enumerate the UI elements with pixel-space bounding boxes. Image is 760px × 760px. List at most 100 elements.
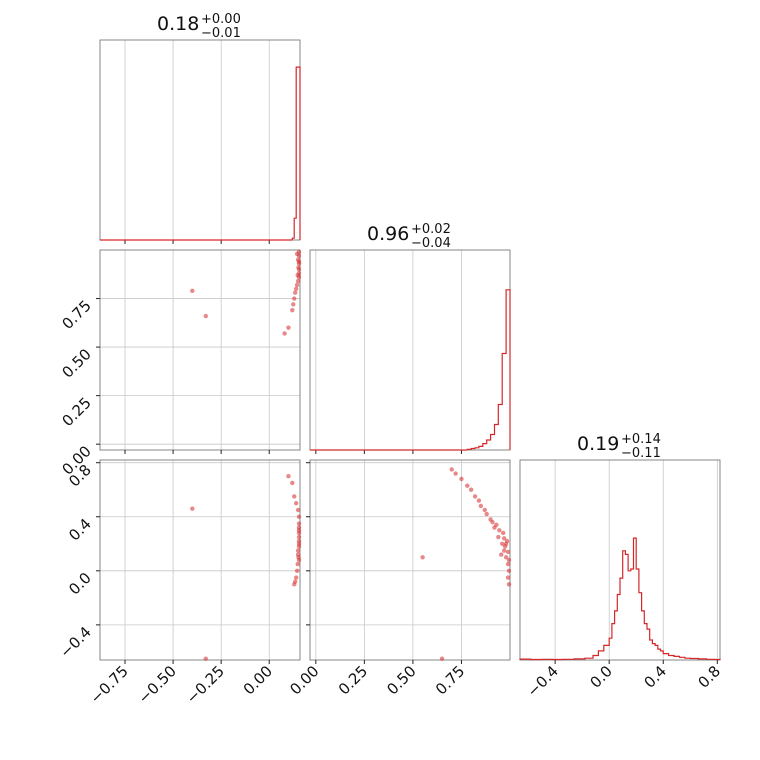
- scatter-2-1-point-29: [501, 536, 507, 541]
- scatter-2-1-point-26: [506, 557, 512, 563]
- scatter-1-0-point-15: [296, 259, 302, 264]
- scatter-2-0-point-23: [203, 656, 208, 661]
- scatter-1-0-point-16: [296, 265, 301, 270]
- xtick-label-param-1-3: 0.75: [432, 662, 468, 698]
- scatter-2-1-point-27: [505, 549, 511, 555]
- plot-layer: −0.75 −0.50 −0.25 0.00 0.00 0.25 0.50 0.75 −0.4 0…: [56, 39, 725, 707]
- scatter-2-1-point-13: [505, 575, 511, 580]
- scatter-2-1-point-24: [465, 483, 470, 488]
- scatter-2-0-point-22: [190, 506, 195, 511]
- xtick-label-param-2-3: 0.8: [695, 662, 725, 692]
- scatter-1-0-point-14: [296, 253, 302, 259]
- title-param-2-value: 0.19: [577, 433, 619, 455]
- ytick-label-param-2-2: 0.4: [65, 515, 95, 545]
- xtick-label-param-0-2: −0.25: [183, 662, 228, 707]
- scatter-2-1-point-20: [490, 519, 495, 525]
- scatter-2-1-point-12: [506, 568, 512, 574]
- scatter-2-1-point-11: [505, 561, 511, 567]
- xtick-label-param-0-1: −0.50: [135, 662, 180, 707]
- scatter-2-0-point-17: [296, 544, 302, 549]
- scatter-1-0-point-6: [295, 278, 301, 284]
- scatter-2-1-point-2: [468, 487, 474, 492]
- panel-2-1-frame: [309, 459, 511, 661]
- ytick-label-param-2-0: −0.4: [56, 623, 94, 661]
- scatter-2-1-point-23: [472, 494, 478, 499]
- title-param-2-lower: −0.11: [621, 446, 661, 461]
- scatter-2-1-point-1: [459, 476, 464, 482]
- scatter-1-0-point-12: [290, 307, 295, 313]
- scatter-2-1-point-31: [439, 656, 445, 661]
- panel-1-1-frame: [309, 249, 511, 451]
- scatter-2-1-point-0: [449, 467, 454, 472]
- scatter-2-0-point-0: [296, 514, 302, 519]
- hist-param-0: [291, 66, 301, 240]
- scatter-2-0-point-13: [292, 494, 297, 499]
- scatter-2-0-point-20: [296, 538, 302, 544]
- title-param-1-upper: +0.02: [411, 222, 451, 237]
- scatter-2-1-point-30: [420, 555, 425, 560]
- scatter-2-1-point-9: [501, 548, 507, 553]
- scatter-1-0-point-21: [282, 331, 287, 336]
- xtick-label-param-2-1: 0.0: [586, 662, 616, 692]
- scatter-2-1-point-3: [476, 498, 482, 503]
- scatter-2-1-point-22: [478, 503, 484, 509]
- scatter-2-0-point-8: [294, 568, 300, 574]
- scatter-2-0-point-7: [295, 561, 300, 567]
- scatter-2-1-point-28: [503, 541, 509, 546]
- ytick-label-param-1-1: 0.25: [58, 394, 94, 430]
- title-param-1-value: 0.96: [367, 223, 409, 245]
- scatter-2-0-point-19: [296, 525, 302, 530]
- scatter-1-0-point-20: [203, 313, 208, 319]
- scatter-2-0-point-24: [286, 474, 291, 479]
- title-layer: 0.18 +0.00 −0.01 0.96 +0.02 −0.04 0.19 +…: [157, 12, 661, 461]
- title-param-1-lower: −0.04: [411, 236, 451, 251]
- hist-param-2: [519, 537, 721, 661]
- panel-1-0-frame: [99, 249, 301, 451]
- title-param-0-value: 0.18: [157, 13, 199, 35]
- scatter-2-1-point-32: [506, 582, 512, 587]
- title-param-0-lower: −0.01: [201, 26, 241, 41]
- xtick-label-param-2-0: −0.4: [523, 662, 561, 700]
- scatter-1-0-point-18: [286, 325, 291, 330]
- panel-0-0-frame: [99, 39, 301, 241]
- scatter-2-1-point-16: [501, 530, 506, 536]
- scatter-1-0-point-17: [295, 273, 300, 278]
- xtick-label-param-1-0: 0.00: [286, 662, 322, 698]
- title-param-0-upper: +0.00: [201, 12, 241, 27]
- scatter-1-0-point-19: [190, 288, 195, 293]
- xtick-label-param-2-2: 0.4: [640, 662, 670, 692]
- scatter-2-1-point-21: [484, 511, 489, 517]
- hist-param-1: [466, 289, 511, 450]
- scatter-2-0-point-9: [293, 575, 299, 580]
- scatter-2-0-point-18: [296, 557, 302, 563]
- scatter-2-0-point-5: [295, 548, 301, 553]
- scatter-2-0-point-15: [295, 507, 301, 513]
- scatter-2-0-point-21: [295, 552, 301, 557]
- scatter-1-0-point-9: [292, 290, 298, 295]
- scatter-2-0-point-1: [296, 521, 302, 526]
- xtick-label-param-0-3: 0.00: [240, 662, 276, 698]
- scatter-2-0-point-11: [292, 582, 297, 587]
- scatter-1-0-point-7: [294, 282, 300, 288]
- scatter-1-0-point-13: [296, 249, 302, 255]
- scatter-2-1-point-17: [499, 552, 504, 557]
- scatter-2-0-point-12: [290, 480, 295, 486]
- scatter-1-0-point-10: [292, 296, 297, 301]
- xtick-label-param-1-2: 0.50: [383, 662, 419, 698]
- scatter-1-0-point-8: [293, 286, 299, 292]
- title-param-2-upper: +0.14: [621, 432, 661, 447]
- scatter-2-1-point-19: [494, 522, 499, 528]
- scatter-2-0-point-14: [293, 501, 299, 506]
- panel-2-0-frame: [99, 459, 301, 661]
- xtick-label-param-0-0: −0.75: [87, 662, 132, 707]
- scatter-2-1-point-8: [500, 541, 505, 546]
- scatter-1-0-point-11: [291, 302, 296, 307]
- ytick-label-param-1-2: 0.50: [58, 345, 94, 381]
- panel-2-2-frame: [519, 459, 721, 661]
- ytick-label-param-1-3: 0.75: [58, 297, 94, 333]
- scatter-2-1-point-25: [453, 471, 458, 476]
- ytick-label-param-2-1: 0.0: [65, 569, 95, 599]
- xtick-label-param-1-1: 0.25: [335, 662, 371, 698]
- scatter-2-0-point-16: [296, 530, 302, 536]
